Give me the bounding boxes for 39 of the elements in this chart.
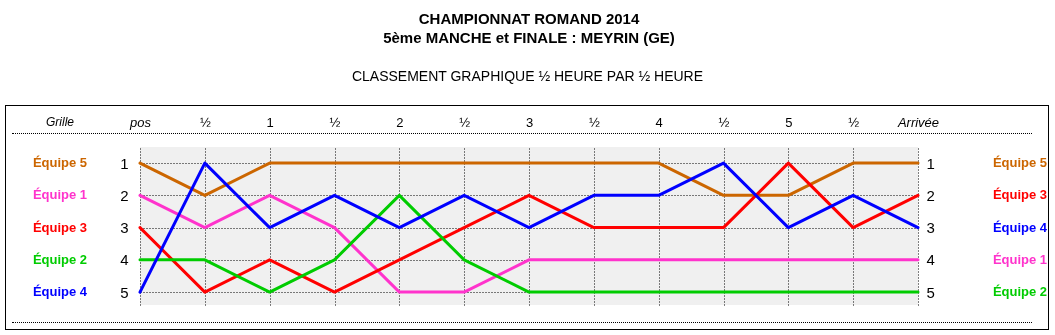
x-tick-label: 5 <box>785 114 793 130</box>
y2-tick-label: 4 <box>926 251 935 269</box>
x-tick-label: 2 <box>396 114 404 130</box>
text: CLASSEMENT GRAPHIQUE ½ HEURE PAR ½ HEURE <box>350 68 705 84</box>
text: Équipe 1 <box>32 187 88 203</box>
text: Équipe 2 <box>992 284 1048 300</box>
x-tick-label: Arrivée <box>896 114 940 130</box>
x-tick-label: ½ <box>459 114 471 130</box>
y2-tick-label: 1 <box>926 154 935 172</box>
y-tick-label: 2 <box>120 186 129 204</box>
text: Équipe 4 <box>992 219 1048 235</box>
y-tick-label: 5 <box>120 283 129 301</box>
text: Équipe 3 <box>32 219 88 235</box>
x-tick-label: ½ <box>718 114 730 130</box>
y-tick-label: 4 <box>120 251 129 269</box>
text: Grille <box>45 115 75 129</box>
line-series <box>138 161 920 294</box>
text: Équipe 5 <box>992 155 1048 171</box>
x-tick-label: 1 <box>266 114 274 130</box>
y-tick-label: 1 <box>120 154 129 172</box>
text: Équipe 5 <box>32 155 88 171</box>
x-tick-label: pos <box>129 114 152 130</box>
chart-title: CHAMPIONNAT ROMAND 2014 <box>418 10 640 27</box>
text: Équipe 2 <box>32 251 88 267</box>
text: Équipe 1 <box>992 251 1048 267</box>
y2-tick-label: 5 <box>926 283 935 301</box>
x-tick-label: 3 <box>525 114 534 130</box>
x-tick-label: ½ <box>588 114 600 130</box>
line-series <box>138 193 920 294</box>
x-tick-label: ½ <box>329 114 341 130</box>
y-tick-label: 3 <box>120 219 129 237</box>
x-tick-label: 4 <box>655 114 663 130</box>
y2-tick-label: 2 <box>926 186 935 204</box>
chart-subtitle: 5ème MANCHE et FINALE : MEYRIN (GE) <box>383 29 675 46</box>
y2-tick-label: 3 <box>926 219 935 237</box>
x-tick-label: ½ <box>199 114 211 130</box>
text: Équipe 4 <box>32 284 88 300</box>
x-tick-label: ½ <box>848 114 860 130</box>
text: Équipe 3 <box>992 187 1048 203</box>
